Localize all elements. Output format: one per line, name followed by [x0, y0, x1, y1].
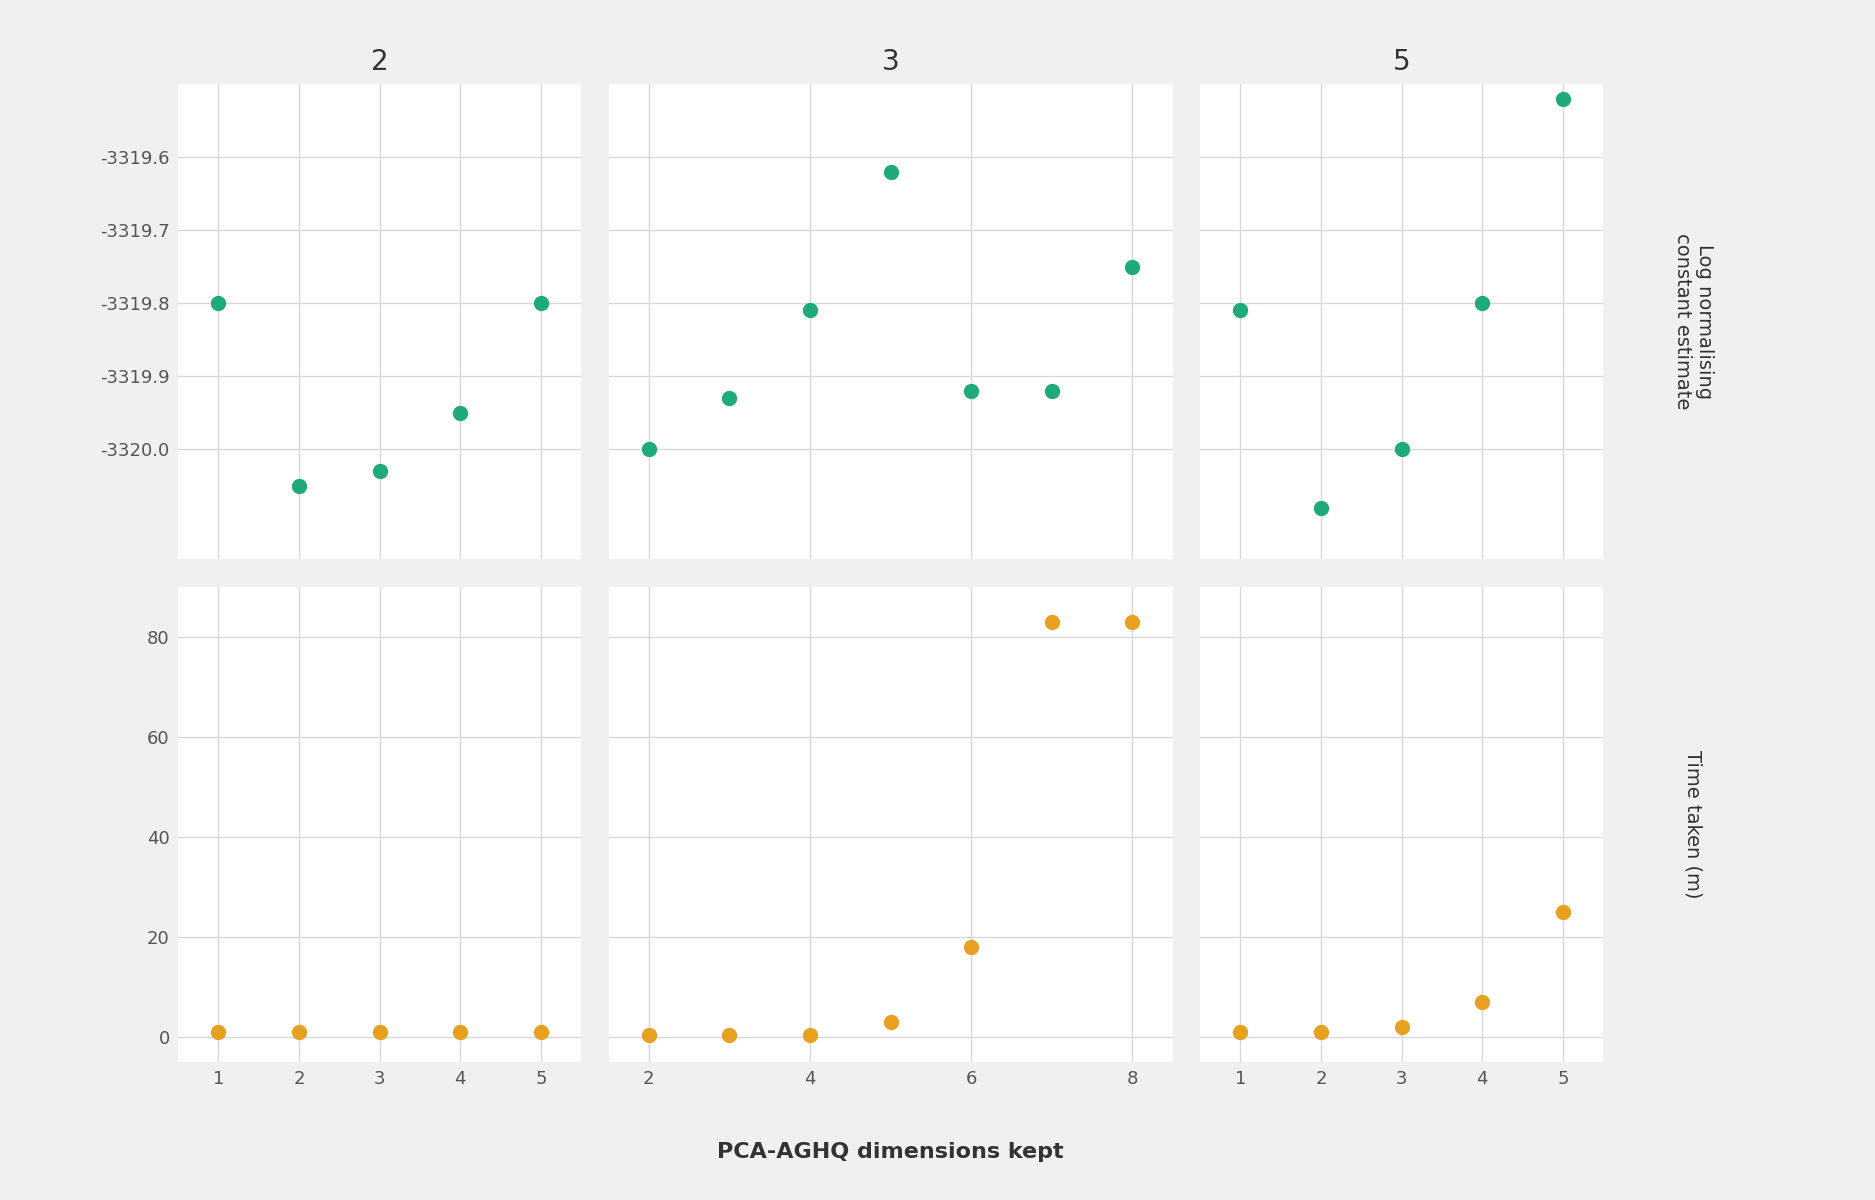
- Title: 3: 3: [881, 48, 900, 76]
- Point: [795, 301, 825, 320]
- Point: [1549, 902, 1579, 922]
- Y-axis label: Log normalising
constant estimate: Log normalising constant estimate: [1672, 233, 1714, 409]
- Title: 5: 5: [1393, 48, 1410, 76]
- Point: [1037, 613, 1067, 632]
- Point: [364, 1022, 394, 1042]
- Point: [1307, 498, 1337, 517]
- Point: [1388, 1018, 1418, 1037]
- Point: [525, 1022, 555, 1042]
- Point: [795, 1025, 825, 1044]
- Point: [444, 403, 474, 422]
- Point: [1118, 613, 1148, 632]
- Point: [1307, 1022, 1337, 1042]
- Title: 2: 2: [371, 48, 388, 76]
- Point: [1468, 294, 1498, 313]
- Point: [956, 937, 986, 956]
- Text: PCA-AGHQ dimensions kept: PCA-AGHQ dimensions kept: [718, 1142, 1063, 1162]
- Point: [283, 1022, 313, 1042]
- Point: [634, 1025, 664, 1044]
- Point: [1549, 89, 1579, 108]
- Point: [1226, 301, 1256, 320]
- Point: [1468, 992, 1498, 1012]
- Point: [876, 1013, 906, 1032]
- Point: [202, 294, 232, 313]
- Point: [283, 476, 313, 496]
- Point: [202, 1022, 232, 1042]
- Point: [876, 162, 906, 181]
- Point: [1226, 1022, 1256, 1042]
- Point: [1118, 257, 1148, 276]
- Point: [956, 382, 986, 401]
- Point: [444, 1022, 474, 1042]
- Point: [714, 1025, 744, 1044]
- Point: [1388, 439, 1418, 458]
- Point: [634, 439, 664, 458]
- Y-axis label: Time taken (m): Time taken (m): [1684, 750, 1702, 899]
- Point: [1037, 382, 1067, 401]
- Point: [364, 462, 394, 481]
- Point: [525, 294, 555, 313]
- Point: [714, 389, 744, 408]
